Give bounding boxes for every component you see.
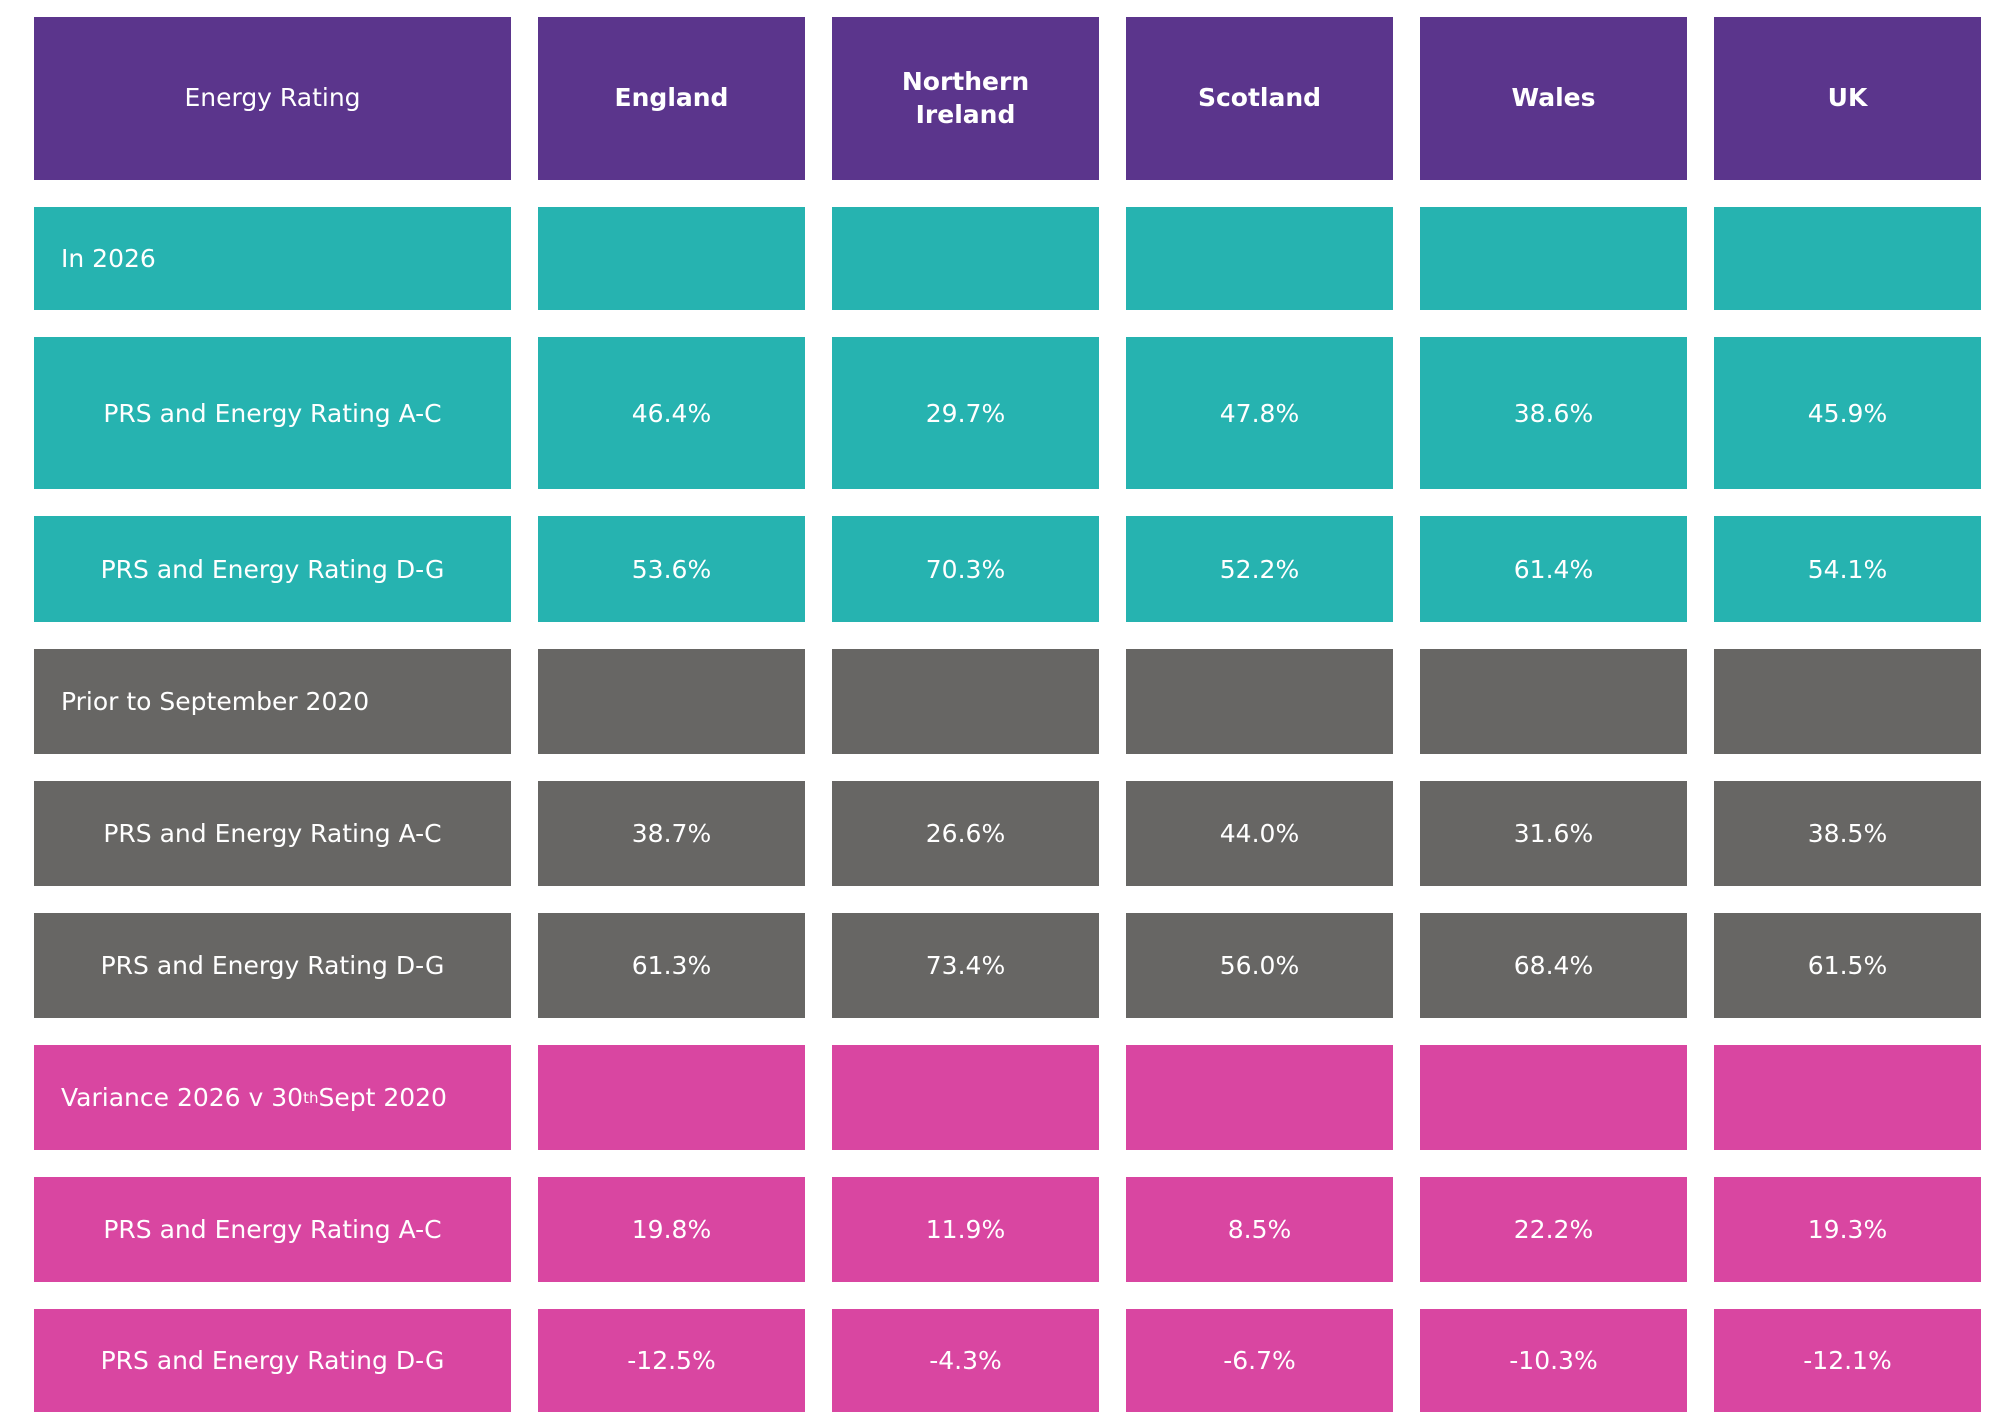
value-cell: 73.4% bbox=[832, 913, 1099, 1018]
value-cell: -12.5% bbox=[538, 1309, 805, 1412]
value-cell: 47.8% bbox=[1126, 337, 1393, 489]
value-cell: 26.6% bbox=[832, 781, 1099, 886]
empty-cell bbox=[1420, 649, 1687, 754]
empty-cell bbox=[832, 1045, 1099, 1150]
value-cell: 61.4% bbox=[1420, 516, 1687, 622]
empty-cell bbox=[538, 1045, 805, 1150]
value-cell: 45.9% bbox=[1714, 337, 1981, 489]
value-cell: 22.2% bbox=[1420, 1177, 1687, 1282]
value-cell: -12.1% bbox=[1714, 1309, 1981, 1412]
value-cell: 46.4% bbox=[538, 337, 805, 489]
value-cell: 54.1% bbox=[1714, 516, 1981, 622]
header-cell: Northern Ireland bbox=[832, 17, 1099, 180]
value-cell: -10.3% bbox=[1420, 1309, 1687, 1412]
row-label: PRS and Energy Rating D-G bbox=[34, 1309, 511, 1412]
title-text: Variance 2026 v 30 bbox=[61, 1083, 304, 1112]
empty-cell bbox=[1714, 649, 1981, 754]
value-cell: 29.7% bbox=[832, 337, 1099, 489]
value-cell: 44.0% bbox=[1126, 781, 1393, 886]
row-label: PRS and Energy Rating D-G bbox=[34, 516, 511, 622]
header-cell: Wales bbox=[1420, 17, 1687, 180]
header-cell: Scotland bbox=[1126, 17, 1393, 180]
empty-cell bbox=[1714, 207, 1981, 310]
empty-cell bbox=[1420, 1045, 1687, 1150]
value-cell: 11.9% bbox=[832, 1177, 1099, 1282]
value-cell: 19.8% bbox=[538, 1177, 805, 1282]
superscript: th bbox=[303, 1088, 319, 1107]
section-title: Prior to September 2020 bbox=[34, 649, 511, 754]
value-cell: 38.7% bbox=[538, 781, 805, 886]
section-title: In 2026 bbox=[34, 207, 511, 310]
value-cell: 68.4% bbox=[1420, 913, 1687, 1018]
row-label: PRS and Energy Rating A-C bbox=[34, 781, 511, 886]
row-label: PRS and Energy Rating A-C bbox=[34, 337, 511, 489]
value-cell: -4.3% bbox=[832, 1309, 1099, 1412]
value-cell: 19.3% bbox=[1714, 1177, 1981, 1282]
empty-cell bbox=[832, 207, 1099, 310]
title-text: Sept 2020 bbox=[318, 1083, 447, 1112]
value-cell: 61.5% bbox=[1714, 913, 1981, 1018]
header-cell: England bbox=[538, 17, 805, 180]
header-cell: Energy Rating bbox=[34, 17, 511, 180]
empty-cell bbox=[1126, 1045, 1393, 1150]
value-cell: 38.6% bbox=[1420, 337, 1687, 489]
empty-cell bbox=[1420, 207, 1687, 310]
value-cell: 31.6% bbox=[1420, 781, 1687, 886]
value-cell: 53.6% bbox=[538, 516, 805, 622]
empty-cell bbox=[832, 649, 1099, 754]
row-label: PRS and Energy Rating D-G bbox=[34, 913, 511, 1018]
energy-table: Energy Rating England Northern Ireland Scot… bbox=[34, 17, 1981, 1412]
empty-cell bbox=[1714, 1045, 1981, 1150]
value-cell: 70.3% bbox=[832, 516, 1099, 622]
value-cell: 38.5% bbox=[1714, 781, 1981, 886]
row-label: PRS and Energy Rating A-C bbox=[34, 1177, 511, 1282]
value-cell: 8.5% bbox=[1126, 1177, 1393, 1282]
value-cell: -6.7% bbox=[1126, 1309, 1393, 1412]
value-cell: 61.3% bbox=[538, 913, 805, 1018]
empty-cell bbox=[1126, 207, 1393, 310]
empty-cell bbox=[1126, 649, 1393, 754]
empty-cell bbox=[538, 649, 805, 754]
empty-cell bbox=[538, 207, 805, 310]
header-cell: UK bbox=[1714, 17, 1981, 180]
value-cell: 52.2% bbox=[1126, 516, 1393, 622]
value-cell: 56.0% bbox=[1126, 913, 1393, 1018]
